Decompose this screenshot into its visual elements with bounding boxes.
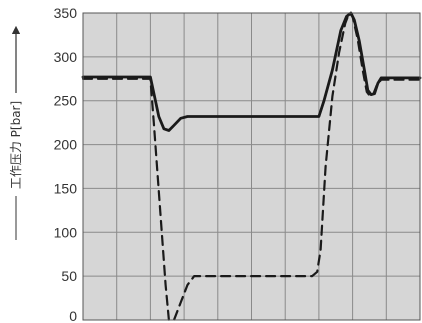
y-axis-label: 工作压力 P[bar] (9, 101, 23, 189)
y-tick-label: 200 (54, 137, 78, 153)
y-tick-label: 100 (54, 224, 78, 240)
series-lines (81, 11, 422, 322)
y-tick-label: 350 (54, 5, 78, 21)
plot-frame (82, 12, 421, 321)
y-tick-label: 250 (54, 93, 78, 109)
y-tick-label: 50 (61, 268, 77, 284)
y-tick-label: 0 (69, 308, 77, 323)
dashed-pressure-line (81, 11, 422, 322)
y-tick-label: 150 (54, 180, 78, 196)
y-tick-label: 300 (54, 49, 78, 65)
y-tick-labels: 0 50 100 150 200 250 300 350 (54, 5, 78, 323)
